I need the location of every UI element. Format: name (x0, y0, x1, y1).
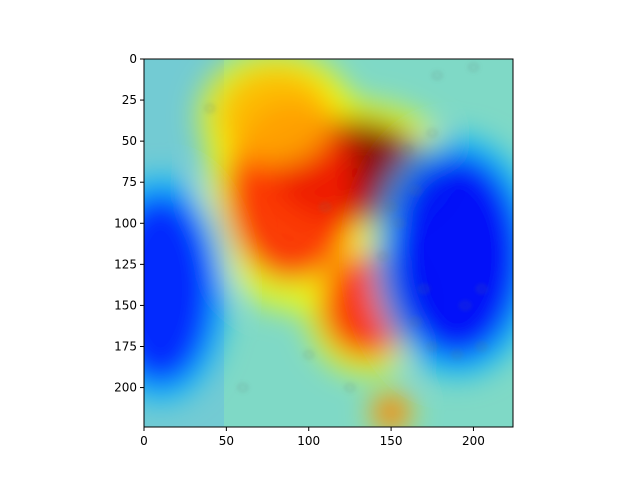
cell-texture (418, 284, 430, 294)
cell-texture (476, 342, 487, 351)
cell-texture (468, 63, 479, 72)
cell-texture (476, 284, 487, 294)
cold-region (144, 193, 214, 385)
cell-texture (394, 219, 405, 228)
y-tick-label: 25 (122, 93, 137, 107)
cold-region (391, 154, 513, 358)
cell-texture (320, 202, 331, 211)
cell-texture (427, 342, 438, 351)
cell-texture (204, 104, 215, 113)
cell-texture (451, 350, 463, 359)
heat-layer (144, 59, 513, 427)
heat-region (374, 395, 408, 427)
y-tick-label: 100 (114, 216, 137, 230)
y-tick-label: 50 (122, 134, 137, 148)
cell-texture (460, 301, 471, 310)
cell-texture (402, 145, 413, 154)
x-tick-label: 200 (462, 434, 485, 448)
cell-texture (385, 202, 397, 211)
x-tick-label: 0 (140, 434, 148, 448)
cell-texture (410, 186, 421, 195)
x-axis: 0 50 100 150 200 (140, 427, 485, 448)
y-tick-label: 150 (114, 298, 137, 312)
heat-region (218, 67, 334, 166)
x-tick-label: 150 (380, 434, 403, 448)
y-axis: 0 25 50 75 100 125 150 175 200 (114, 52, 144, 395)
y-tick-label: 0 (129, 52, 137, 66)
x-tick-label: 50 (219, 434, 234, 448)
cell-texture (427, 128, 438, 138)
cell-texture (377, 252, 388, 261)
cell-texture-layer (204, 63, 487, 392)
y-tick-label: 175 (114, 340, 137, 354)
y-tick-label: 125 (114, 257, 137, 271)
plot-frame (143, 58, 514, 428)
cell-texture (303, 350, 314, 359)
y-tick-label: 75 (122, 175, 137, 189)
cell-texture (432, 71, 443, 80)
cell-texture (237, 383, 248, 392)
cell-texture (344, 383, 356, 392)
cell-texture (410, 317, 421, 326)
y-tick-label: 200 (114, 381, 137, 395)
x-tick-label: 100 (297, 434, 320, 448)
